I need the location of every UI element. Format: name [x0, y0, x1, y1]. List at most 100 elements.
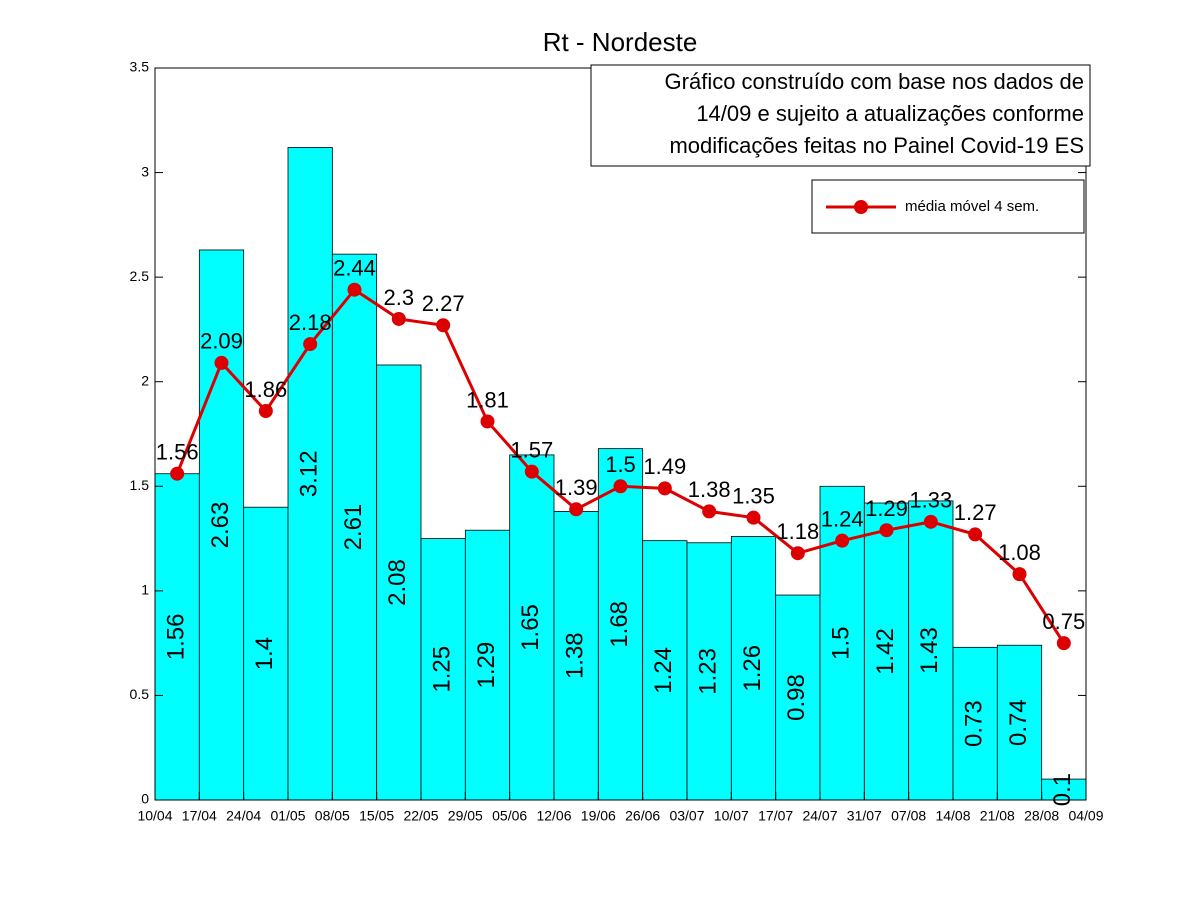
y-tick-label: 0 — [141, 791, 149, 807]
bar-value-label: 1.26 — [739, 645, 766, 692]
bar-value-label: 1.68 — [606, 601, 633, 648]
x-tick-label: 05/06 — [492, 808, 527, 824]
bar — [154, 473, 200, 801]
bar-value-label: 1.42 — [872, 628, 899, 675]
point-label: 1.35 — [732, 483, 775, 508]
bar — [553, 510, 599, 801]
point-label: 2.27 — [422, 291, 465, 316]
bar — [863, 502, 910, 801]
x-tick-label: 07/08 — [891, 808, 926, 824]
marker — [258, 403, 273, 418]
bar — [642, 540, 688, 801]
bar — [686, 542, 732, 801]
point-label: 1.86 — [244, 377, 287, 402]
bar — [996, 644, 1043, 801]
x-tick-label: 10/04 — [137, 808, 172, 824]
bar — [376, 364, 422, 801]
x-tick-label: 31/07 — [847, 808, 882, 824]
x-tick-label: 04/09 — [1068, 808, 1103, 824]
y-tick-label: 2.5 — [130, 268, 150, 284]
x-tick-label: 12/06 — [536, 808, 571, 824]
x-tick-label: 21/08 — [980, 808, 1015, 824]
bar — [952, 646, 998, 801]
bar-value-label: 0.1 — [1049, 773, 1076, 806]
point-label: 1.18 — [776, 519, 819, 544]
marker — [436, 318, 451, 333]
y-tick-label: 0.5 — [130, 686, 150, 702]
marker — [1056, 636, 1071, 651]
point-label: 2.09 — [200, 329, 243, 354]
y-tick-label: 1 — [141, 582, 149, 598]
point-label: 1.81 — [466, 387, 509, 412]
marker — [835, 533, 850, 548]
point-label: 2.44 — [333, 256, 376, 281]
point-label: 1.49 — [643, 454, 686, 479]
point-label: 2.3 — [384, 285, 415, 310]
marker — [923, 514, 938, 529]
marker — [347, 282, 362, 297]
point-label: 1.33 — [909, 488, 952, 513]
x-tick-label: 17/07 — [758, 808, 793, 824]
marker — [303, 337, 318, 352]
bar-value-label: 1.5 — [828, 626, 855, 659]
x-tick-label: 19/06 — [581, 808, 616, 824]
bar-value-label: 1.23 — [695, 648, 722, 695]
x-tick-label: 24/07 — [802, 808, 837, 824]
x-tick-label: 14/08 — [935, 808, 970, 824]
point-label: 1.08 — [998, 540, 1041, 565]
x-tick-label: 22/05 — [403, 808, 438, 824]
x-tick-label: 24/04 — [226, 808, 261, 824]
bar-value-label: 1.25 — [429, 646, 456, 693]
bar-value-label: 0.98 — [783, 674, 810, 721]
bar-value-label: 2.63 — [207, 502, 234, 549]
x-tick-label: 01/05 — [270, 808, 305, 824]
marker — [1012, 567, 1027, 582]
point-label: 1.5 — [605, 452, 636, 477]
x-tick-label: 29/05 — [448, 808, 483, 824]
point-label: 2.18 — [289, 310, 332, 335]
marker — [569, 502, 584, 517]
x-tick-label: 26/06 — [625, 808, 660, 824]
bar-value-label: 1.24 — [650, 647, 677, 694]
bar — [730, 536, 777, 801]
x-tick-label: 10/07 — [714, 808, 749, 824]
point-label: 0.75 — [1042, 609, 1085, 634]
y-tick-label: 3.5 — [130, 59, 150, 75]
bar-value-label: 0.74 — [1005, 699, 1032, 746]
x-tick-label: 28/08 — [1024, 808, 1059, 824]
marker — [790, 546, 805, 561]
bar-value-label: 1.56 — [163, 614, 190, 661]
bar-value-label: 1.29 — [473, 642, 500, 689]
bar-value-label: 3.12 — [296, 450, 323, 497]
marker — [214, 355, 229, 370]
y-tick-label: 3 — [141, 163, 149, 179]
bar-value-label: 1.65 — [517, 604, 544, 651]
y-tick-label: 2 — [141, 372, 149, 388]
point-label: 1.39 — [555, 475, 598, 500]
marker — [879, 523, 894, 538]
legend-label: média móvel 4 sem. — [905, 198, 1039, 215]
annotation-text: modificações feitas no Painel Covid-19 E… — [669, 133, 1084, 158]
point-label: 1.38 — [688, 477, 731, 502]
x-tick-label: 15/05 — [359, 808, 394, 824]
marker — [702, 504, 717, 519]
x-tick-label: 03/07 — [669, 808, 704, 824]
point-label: 1.56 — [156, 440, 199, 465]
marker — [391, 311, 406, 326]
legend-marker — [854, 200, 868, 214]
marker — [968, 527, 983, 542]
annotation-text: 14/09 e sujeito a atualizações conforme — [696, 101, 1084, 126]
y-tick-label: 1.5 — [130, 477, 150, 493]
bar — [908, 500, 954, 801]
chart-title: Rt - Nordeste — [543, 27, 698, 57]
marker — [480, 414, 495, 429]
marker — [170, 466, 185, 481]
marker — [524, 464, 539, 479]
point-label: 1.24 — [821, 506, 864, 531]
annotation-text: Gráfico construído com base nos dados de — [665, 69, 1084, 94]
annotation-box — [590, 64, 1091, 167]
bar — [331, 253, 378, 801]
bar-value-label: 2.61 — [340, 504, 367, 551]
bar-value-label: 2.08 — [384, 559, 411, 606]
